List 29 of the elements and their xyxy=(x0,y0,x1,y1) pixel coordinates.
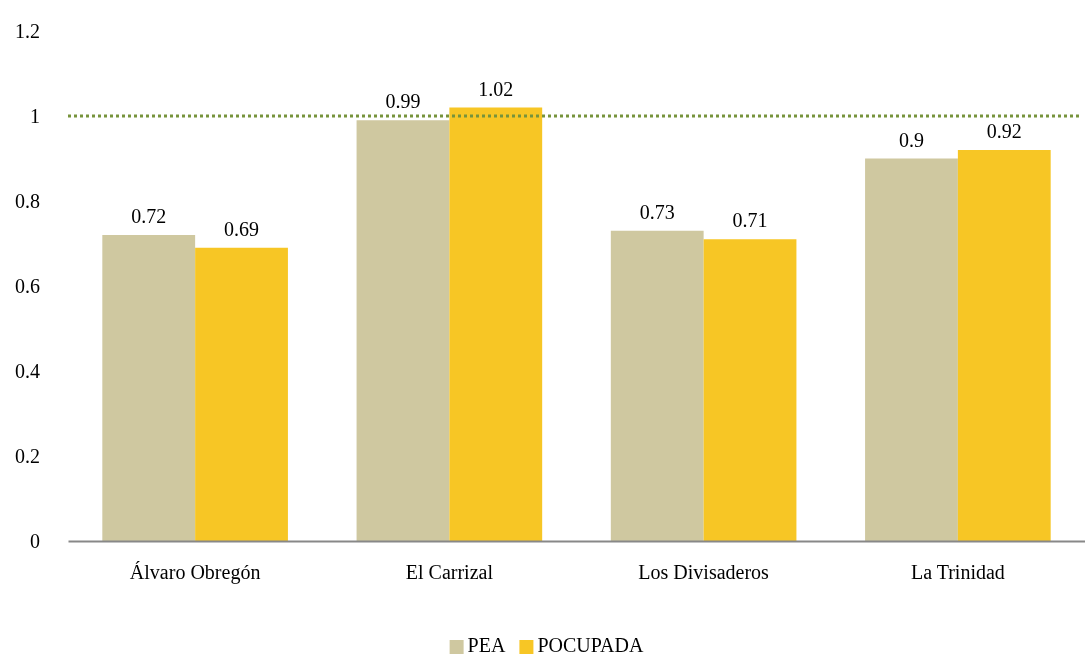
bar xyxy=(865,158,958,541)
data-label: 0.72 xyxy=(131,205,167,227)
bar xyxy=(356,120,450,541)
y-tick-label: 0.8 xyxy=(15,189,40,212)
x-tick-label: El Carrizal xyxy=(405,561,494,584)
x-tick-label: Álvaro Obregón xyxy=(129,561,261,585)
bar xyxy=(102,235,196,541)
data-label: 0.92 xyxy=(986,120,1022,142)
data-label: 0.9 xyxy=(898,128,924,151)
y-tick-label: 1.2 xyxy=(15,19,40,42)
y-tick-label: 0.4 xyxy=(15,359,40,382)
y-tick-label: 0.6 xyxy=(15,274,40,297)
y-tick-label: 0 xyxy=(30,529,40,552)
data-label: 0.71 xyxy=(732,209,768,232)
bar xyxy=(703,239,797,541)
bar xyxy=(610,230,704,541)
bar xyxy=(195,247,288,541)
bar xyxy=(449,107,543,541)
x-tick-label: La Trinidad xyxy=(910,561,1005,584)
legend-label: PEA xyxy=(467,634,506,656)
data-label: 0.73 xyxy=(639,200,675,223)
data-label: 0.69 xyxy=(224,217,260,240)
bar xyxy=(957,150,1051,541)
data-label: 0.99 xyxy=(385,90,421,113)
x-tick-label: Los Divisaderos xyxy=(638,561,770,584)
legend-label: POCUPADA xyxy=(537,634,644,656)
y-tick-label: 0.2 xyxy=(15,444,40,467)
data-label: 1.02 xyxy=(478,77,514,100)
y-tick-label: 1 xyxy=(30,104,40,127)
